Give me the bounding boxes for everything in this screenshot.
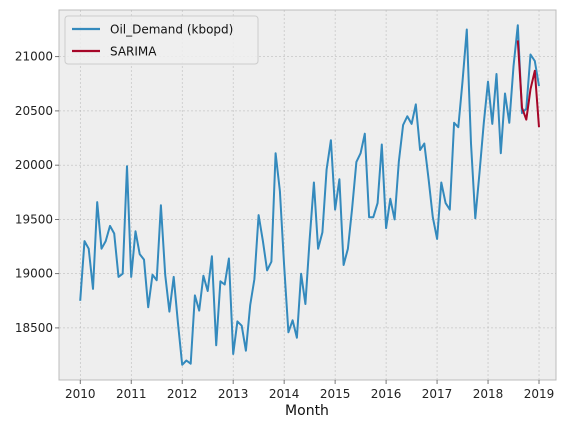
x-tick-label: 2018: [473, 387, 504, 401]
legend-label-oil-demand: Oil_Demand (kbopd): [110, 23, 233, 37]
x-tick-label: 2013: [218, 387, 249, 401]
y-tick-label: 19000: [15, 267, 53, 281]
x-tick-label: 2017: [422, 387, 453, 401]
y-tick-label: 19500: [15, 212, 53, 226]
x-tick-label: 2011: [116, 387, 147, 401]
x-axis-ticks: 2010 2011 2012 2013 2014 2015 2016 2017 2018 2019: [65, 380, 554, 401]
series-line-sarima: [516, 40, 540, 128]
y-tick-label: 20500: [15, 104, 53, 118]
plot-area: [58, 9, 557, 381]
x-tick-label: 2019: [524, 387, 555, 401]
x-axis-title: Month: [285, 403, 329, 419]
y-tick-label: 20000: [15, 158, 53, 172]
legend-box: [64, 15, 259, 65]
y-tick-label: 18500: [15, 321, 53, 335]
legend-label-sarima: SARIMA: [110, 45, 157, 59]
series-line-oil-demand: [79, 24, 540, 366]
x-tick-label: 2010: [65, 387, 96, 401]
y-tick-label: 21000: [15, 50, 53, 64]
series-lines: [79, 24, 540, 366]
x-tick-label: 2015: [320, 387, 351, 401]
x-tick-label: 2014: [269, 387, 300, 401]
x-tick-label: 2016: [371, 387, 402, 401]
legend: Oil_Demand (kbopd) SARIMA: [64, 15, 259, 65]
y-axis-ticks: 18500 19000 19500 20000 20500 21000: [15, 50, 59, 335]
x-tick-label: 2012: [167, 387, 198, 401]
